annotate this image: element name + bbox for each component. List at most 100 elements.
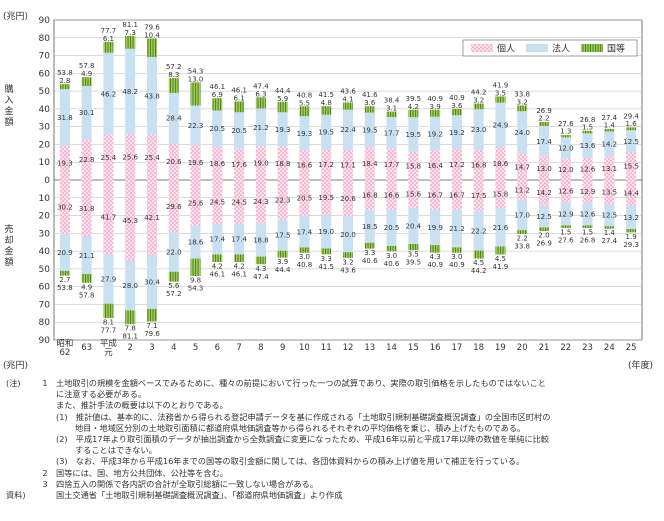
purchase-label-hojin: 19.3: [297, 130, 313, 138]
sale-bar-kuni: [125, 310, 136, 325]
sale-total-label: 41.5: [318, 263, 334, 271]
x-tick-label: 21: [539, 343, 550, 353]
purchase-label-kojin: 16.6: [297, 162, 313, 170]
purchase-label-kojin: 25.4: [144, 154, 160, 162]
sale-label-hojin: 17.5: [275, 232, 291, 240]
sale-label-kojin: 22.3: [275, 196, 291, 204]
purchase-bar-hojin: [125, 48, 136, 135]
purchase-total-label: 43.6: [340, 87, 356, 95]
x-tick-label: 25: [626, 343, 637, 353]
purchase-bar-kuni: [495, 96, 506, 103]
sale-label-hojin: 17.4: [231, 236, 247, 244]
sale-bar-kojin: [560, 180, 571, 203]
purchase-label-hojin: 14.2: [602, 141, 618, 149]
sale-label-kojin: 31.8: [79, 205, 95, 213]
sale-label-hojin: 20.4: [406, 222, 422, 230]
x-tick-label: 4: [171, 343, 176, 353]
sale-total-label: 79.6: [144, 330, 160, 338]
purchase-bar-kojin: [212, 146, 223, 180]
sale-bar-hojin: [147, 254, 157, 309]
purchase-bar-kuni: [582, 130, 593, 134]
purchase-label-kuni: 3.6: [364, 99, 376, 107]
sale-bar-kojin: [517, 180, 528, 200]
purchase-total-label: 29.4: [623, 112, 639, 120]
sale-label-kojin: 24.5: [231, 198, 247, 206]
purchase-bar-hojin: [59, 89, 70, 146]
purchase-label-kojin: 17.2: [449, 161, 465, 169]
sale-label-kojin: 13.5: [602, 189, 618, 197]
sale-label-kojin: 25.6: [188, 199, 204, 207]
purchase-bar-kojin: [277, 146, 288, 180]
footnotes: (注) 1 土地取引の規模を金額ベースでみるために、種々の前提において行った一つの試…: [6, 378, 660, 501]
sale-label-hojin: 20.9: [57, 249, 73, 257]
purchase-total-label: 53.8: [57, 69, 73, 77]
sale-label-hojin: 12.6: [580, 211, 596, 219]
purchase-bar-kojin: [103, 134, 114, 180]
sale-label-kuni: 4.5: [473, 259, 484, 267]
purchase-bar-kuni: [234, 101, 245, 113]
sale-label-kuni: 3.3: [321, 255, 332, 263]
sale-bar-kojin: [343, 180, 353, 217]
purchase-total-label: 79.6: [144, 23, 160, 31]
purchase-label-kojin: 18.6: [493, 160, 509, 168]
sale-bar-kuni: [473, 250, 484, 259]
sale-total-label: 26.9: [536, 240, 552, 248]
y-tick-label: 20: [39, 140, 51, 150]
sale-label-kuni: 4.2: [234, 262, 245, 270]
purchase-label-kuni: 1.3: [560, 128, 571, 136]
sale-label-kojin: 14.2: [536, 189, 552, 197]
note-line: に注意する必要がある。: [56, 389, 147, 400]
sale-label-kuni: 3.2: [342, 258, 353, 266]
purchase-bar-kuni: [626, 127, 637, 131]
sale-bar-kuni: [81, 274, 92, 283]
purchase-total-label: 57.8: [79, 62, 95, 70]
purchase-label-kuni: 1.4: [604, 121, 616, 129]
purchase-label-kuni: 10.4: [144, 31, 160, 39]
sale-bar-hojin: [517, 199, 528, 231]
sale-bar-kuni: [321, 248, 332, 255]
purchase-label-kojin: 25.6: [122, 154, 138, 162]
purchase-bar-kojin: [539, 156, 549, 180]
purchase-bar-hojin: [451, 115, 462, 150]
purchase-bar-hojin: [364, 112, 375, 148]
sale-label-kojin: 16.8: [362, 191, 378, 199]
purchase-label-kojin: 17.7: [384, 161, 400, 169]
x-tick-label: 11: [321, 343, 332, 353]
purchase-bar-hojin: [255, 108, 266, 147]
purchase-bar-kuni: [103, 41, 114, 53]
sale-total-label: 47.4: [253, 273, 269, 281]
sale-total-label: 53.8: [57, 284, 73, 292]
svg-text:売: 売: [4, 223, 13, 235]
axes: (兆円) (兆円) (年度) 90 80 70 60 50 40 30 20 10 0 10 20 30…: [3, 11, 653, 371]
sale-label-kuni: 8.1: [103, 319, 114, 327]
sale-label-hojin: 20.5: [384, 224, 400, 232]
sale-bar-hojin: [234, 223, 245, 255]
purchase-bar-kojin: [517, 153, 528, 180]
sale-label-kuni: 3.0: [386, 252, 397, 260]
sale-bar-kojin: [321, 180, 332, 215]
sale-total-label: 33.8: [514, 243, 530, 251]
note-line: することはできない。: [56, 445, 157, 456]
purchase-label-kuni: 6.1: [234, 94, 245, 102]
note-line: 3 四捨五入の関係で各内訳の合計が全取引総額に一致しない場合がある。: [42, 478, 319, 489]
purchase-label-kuni: 2.2: [538, 115, 549, 123]
sale-bar-kuni: [277, 250, 288, 258]
purchase-label-kuni: 3.5: [495, 89, 506, 97]
purchase-label-hojin: 17.7: [384, 129, 400, 137]
svg-text:額: 額: [4, 116, 13, 128]
sale-total-label: 54.3: [188, 285, 204, 293]
legend-swatch-kojin: [471, 44, 493, 52]
sale-bar-kojin: [604, 180, 615, 205]
purchase-total-label: 41.6: [362, 91, 378, 99]
sale-label-kuni: 1.5: [560, 229, 571, 237]
x-tick-label: 16: [430, 343, 441, 353]
purchase-bar-kojin: [255, 146, 266, 180]
purchase-bar-hojin: [299, 116, 310, 151]
svg-text:金: 金: [4, 105, 13, 117]
purchase-label-hojin: 28.4: [166, 115, 182, 123]
sale-bar-kuni: [495, 246, 506, 255]
purchase-bar-kuni: [59, 84, 70, 90]
sale-label-kuni: 4.5: [495, 255, 506, 263]
sale-label-hojin: 21.2: [449, 225, 465, 233]
